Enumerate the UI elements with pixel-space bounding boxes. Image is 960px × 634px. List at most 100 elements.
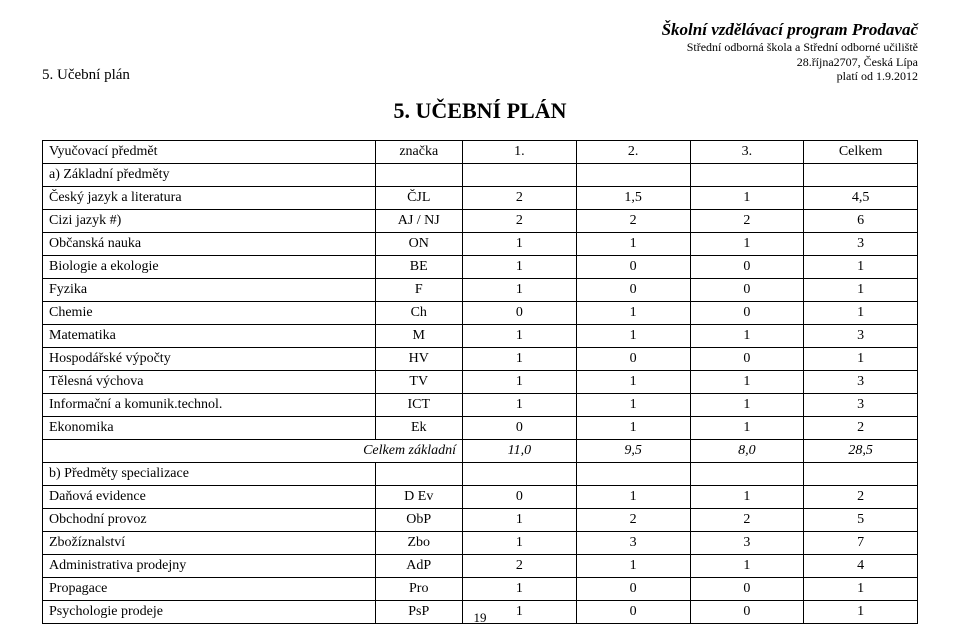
- total: 5: [804, 508, 918, 531]
- subject-code: Pro: [375, 577, 463, 600]
- total: 3: [804, 370, 918, 393]
- year1: 1: [463, 347, 577, 370]
- year2: 1: [576, 393, 690, 416]
- col-code: značka: [375, 140, 463, 163]
- total: 1: [804, 278, 918, 301]
- year3: 0: [690, 347, 804, 370]
- col-year3: 3.: [690, 140, 804, 163]
- total: 3: [804, 324, 918, 347]
- total: 4: [804, 554, 918, 577]
- summary-label: Celkem základní: [43, 439, 463, 462]
- subject-code: BE: [375, 255, 463, 278]
- table-row: Administrativa prodejnyAdP2114: [43, 554, 918, 577]
- total: 3: [804, 393, 918, 416]
- total: 1: [804, 577, 918, 600]
- summary-y1: 11,0: [463, 439, 577, 462]
- subject-name: Informační a komunik.technol.: [43, 393, 376, 416]
- year3: 3: [690, 531, 804, 554]
- subject-code: AdP: [375, 554, 463, 577]
- table-row: MatematikaM1113: [43, 324, 918, 347]
- subject-code: Zbo: [375, 531, 463, 554]
- subject-name: Občanská nauka: [43, 232, 376, 255]
- year3: 0: [690, 255, 804, 278]
- year2: 1,5: [576, 186, 690, 209]
- table-row: ChemieCh0101: [43, 301, 918, 324]
- subject-code: Ek: [375, 416, 463, 439]
- subject-code: D Ev: [375, 485, 463, 508]
- subject-name: Obchodní provoz: [43, 508, 376, 531]
- year1: 0: [463, 416, 577, 439]
- subject-name: Ekonomika: [43, 416, 376, 439]
- table-row: PropagacePro1001: [43, 577, 918, 600]
- col-year2: 2.: [576, 140, 690, 163]
- year3: 1: [690, 232, 804, 255]
- year1: 1: [463, 232, 577, 255]
- year3: 1: [690, 416, 804, 439]
- year3: 1: [690, 485, 804, 508]
- table-row: Obchodní provozObP1225: [43, 508, 918, 531]
- subject-name: Matematika: [43, 324, 376, 347]
- table-header-row: Vyučovací předmět značka 1. 2. 3. Celkem: [43, 140, 918, 163]
- total: 1: [804, 347, 918, 370]
- year2: 0: [576, 347, 690, 370]
- subject-code: Ch: [375, 301, 463, 324]
- header-left: 5. Učební plán: [42, 67, 130, 84]
- table-row: EkonomikaEk0112: [43, 416, 918, 439]
- summary-a-row: Celkem základní11,09,58,028,5: [43, 439, 918, 462]
- year3: 1: [690, 554, 804, 577]
- table-row: Hospodářské výpočtyHV1001: [43, 347, 918, 370]
- year1: 1: [463, 324, 577, 347]
- year3: 1: [690, 186, 804, 209]
- col-year1: 1.: [463, 140, 577, 163]
- total: 1: [804, 255, 918, 278]
- year1: 2: [463, 209, 577, 232]
- year2: 1: [576, 554, 690, 577]
- year2: 1: [576, 370, 690, 393]
- year1: 1: [463, 508, 577, 531]
- year2: 0: [576, 577, 690, 600]
- valid-from: platí od 1.9.2012: [662, 69, 918, 83]
- year3: 1: [690, 393, 804, 416]
- year1: 1: [463, 577, 577, 600]
- year1: 1: [463, 370, 577, 393]
- section-b-row: b) Předměty specializace: [43, 462, 918, 485]
- section-b-label: b) Předměty specializace: [43, 462, 376, 485]
- subject-code: HV: [375, 347, 463, 370]
- subject-code: ObP: [375, 508, 463, 531]
- subject-name: Fyzika: [43, 278, 376, 301]
- subject-code: TV: [375, 370, 463, 393]
- subject-name: Propagace: [43, 577, 376, 600]
- table-row: Občanská naukaON1113: [43, 232, 918, 255]
- col-subject: Vyučovací předmět: [43, 140, 376, 163]
- curriculum-table: Vyučovací předmět značka 1. 2. 3. Celkem…: [42, 140, 918, 624]
- subject-name: Administrativa prodejny: [43, 554, 376, 577]
- total: 4,5: [804, 186, 918, 209]
- table-row: ZbožíznalstvíZbo1337: [43, 531, 918, 554]
- total: 3: [804, 232, 918, 255]
- subject-code: ICT: [375, 393, 463, 416]
- col-total: Celkem: [804, 140, 918, 163]
- table-row: Tělesná výchovaTV1113: [43, 370, 918, 393]
- year1: 1: [463, 278, 577, 301]
- total: 2: [804, 416, 918, 439]
- year3: 2: [690, 209, 804, 232]
- subject-code: M: [375, 324, 463, 347]
- year3: 0: [690, 278, 804, 301]
- subject-name: Chemie: [43, 301, 376, 324]
- year2: 3: [576, 531, 690, 554]
- year2: 1: [576, 485, 690, 508]
- table-row: FyzikaF1001: [43, 278, 918, 301]
- year2: 2: [576, 508, 690, 531]
- year3: 0: [690, 577, 804, 600]
- year3: 2: [690, 508, 804, 531]
- year1: 1: [463, 255, 577, 278]
- header-right: Školní vzdělávací program Prodavač Střed…: [662, 20, 918, 84]
- subject-name: Zbožíznalství: [43, 531, 376, 554]
- subject-code: AJ / NJ: [375, 209, 463, 232]
- section-a-row: a) Základní předměty: [43, 163, 918, 186]
- total: 1: [804, 301, 918, 324]
- year2: 1: [576, 232, 690, 255]
- subject-code: ČJL: [375, 186, 463, 209]
- year3: 1: [690, 370, 804, 393]
- year1: 2: [463, 186, 577, 209]
